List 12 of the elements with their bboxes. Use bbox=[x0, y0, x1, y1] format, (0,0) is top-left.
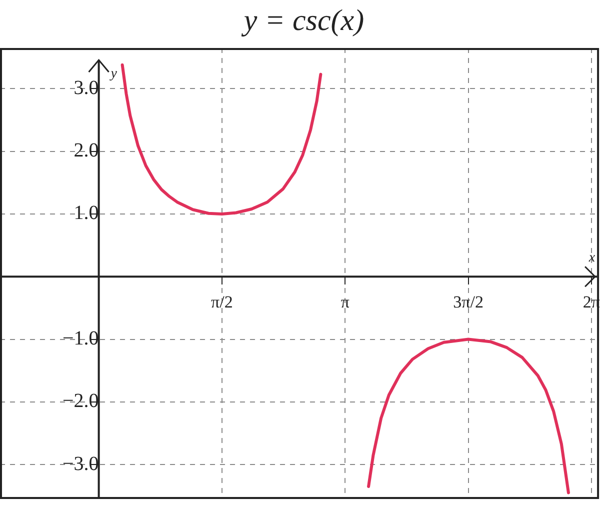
x-axis-title: x bbox=[588, 250, 596, 266]
y-tick-label: −1.0 bbox=[62, 328, 99, 350]
chart-title: y = csc(x) bbox=[240, 4, 364, 37]
x-tick-label: 3π/2 bbox=[453, 292, 484, 312]
x-tick-label: π/2 bbox=[211, 292, 233, 312]
y-tick-label: 1.0 bbox=[74, 202, 99, 224]
y-tick-label: 2.0 bbox=[74, 140, 99, 162]
y-tick-label: 3.0 bbox=[74, 76, 99, 99]
y-axis-title: y bbox=[108, 66, 118, 82]
x-tick-label: π bbox=[340, 292, 350, 312]
y-tick-label: −2.0 bbox=[62, 390, 99, 412]
y-tick-label: −3.0 bbox=[62, 452, 99, 475]
